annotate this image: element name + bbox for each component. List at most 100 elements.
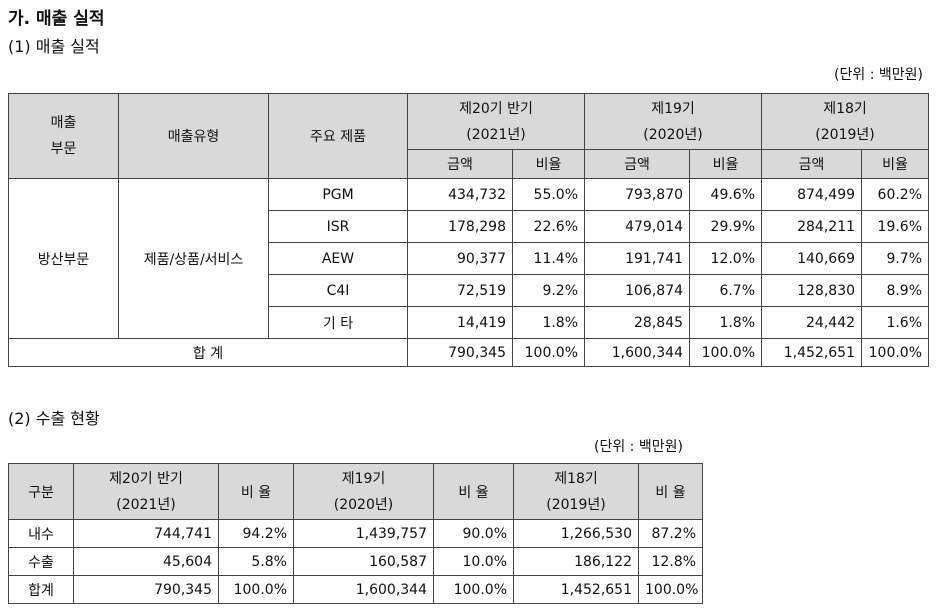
value-cell: 49.6% — [689, 178, 763, 211]
value-cell: 874,499 — [761, 178, 863, 211]
value-cell: 1.6% — [861, 306, 930, 339]
value-cell: 24,442 — [761, 306, 863, 339]
value-cell: 100.0% — [511, 338, 586, 367]
sales-unit: (단위 : 백만원) — [834, 67, 923, 83]
product-cell: ISR — [268, 210, 408, 243]
sales-table: 매출 부문 매출유형 주요 제품 제20기 반기 (2021년) 제19기 (2020… — [8, 93, 930, 367]
value-cell: 5.8% — [218, 547, 294, 576]
value-cell: 100.0% — [861, 338, 930, 367]
value-cell: 22.6% — [511, 210, 586, 243]
section-heading: 가. 매출 실적 — [8, 9, 105, 29]
value-cell: 1.8% — [689, 306, 763, 339]
value-cell: 744,741 — [73, 519, 219, 548]
exports-table: 구분 제20기 반기 (2021년) 비 율 제19기 (2020년) 비 율 제1… — [8, 463, 703, 604]
value-cell: 140,669 — [761, 242, 863, 275]
value-cell: 55.0% — [511, 178, 586, 211]
value-cell: 793,870 — [584, 178, 691, 211]
value-cell: 14,419 — [407, 306, 513, 339]
header-ratio: 비율 — [861, 149, 930, 179]
value-cell: 6.7% — [689, 274, 763, 307]
header-ratio: 비 율 — [638, 463, 703, 520]
value-cell: 9.2% — [511, 274, 586, 307]
header-ratio: 비 율 — [218, 463, 294, 520]
value-cell: 10.0% — [433, 547, 514, 576]
table-row: AEW 90,377 11.4% 191,741 12.0% 140,669 9… — [9, 242, 930, 275]
value-cell: 1,452,651 — [513, 575, 639, 604]
category-cell: 수출 — [8, 547, 74, 576]
table-row: 내수 744,741 94.2% 1,439,757 90.0% 1,266,5… — [8, 519, 703, 548]
value-cell: 29.9% — [689, 210, 763, 243]
value-cell: 87.2% — [638, 519, 703, 548]
value-cell: 28,845 — [584, 306, 691, 339]
product-cell: PGM — [268, 178, 408, 211]
value-cell: 284,211 — [761, 210, 863, 243]
category-cell: 내수 — [8, 519, 74, 548]
table-row: C4I 72,519 9.2% 106,874 6.7% 128,830 8.9… — [9, 274, 930, 307]
table-row: 수출 45,604 5.8% 160,587 10.0% 186,122 12.… — [8, 547, 703, 576]
header-ratio: 비 율 — [433, 463, 514, 520]
header-period-20: 제20기 반기 (2021년) — [406, 93, 586, 150]
header-amount: 금액 — [761, 149, 863, 179]
exports-title: (2) 수출 현황 — [8, 409, 100, 428]
product-cell: 기 타 — [268, 306, 408, 339]
total-row: 합계 790,345 100.0% 1,600,344 100.0% 1,452… — [8, 575, 703, 604]
value-cell: 178,298 — [407, 210, 513, 243]
header-period-18: 제18기 (2019년) — [761, 93, 930, 150]
value-cell: 90.0% — [433, 519, 514, 548]
total-row: 합 계 790,345 100.0% 1,600,344 100.0% 1,45… — [8, 338, 930, 367]
header-product: 주요 제품 — [268, 93, 408, 179]
value-cell: 72,519 — [407, 274, 513, 307]
value-cell: 100.0% — [689, 338, 763, 367]
value-cell: 479,014 — [584, 210, 691, 243]
value-cell: 106,874 — [584, 274, 691, 307]
type-cell: 제품/상품/서비스 — [118, 178, 269, 339]
header-period-20: 제20기 반기 (2021년) — [73, 463, 219, 520]
header-period-19: 제19기 (2020년) — [584, 93, 763, 150]
product-cell: C4I — [268, 274, 408, 307]
header-category: 구분 — [8, 463, 74, 520]
header-amount: 금액 — [584, 149, 691, 179]
category-cell: 합계 — [8, 575, 74, 604]
value-cell: 100.0% — [638, 575, 703, 604]
value-cell: 12.0% — [689, 242, 763, 275]
value-cell: 8.9% — [861, 274, 930, 307]
table-row: ISR 178,298 22.6% 479,014 29.9% 284,211 … — [9, 210, 930, 243]
value-cell: 60.2% — [861, 178, 930, 211]
value-cell: 160,587 — [293, 547, 434, 576]
value-cell: 790,345 — [407, 338, 513, 367]
header-ratio: 비율 — [511, 149, 586, 179]
division-cell: 방산부문 — [8, 178, 119, 339]
value-cell: 1,452,651 — [761, 338, 863, 367]
header-amount: 금액 — [407, 149, 513, 179]
value-cell: 100.0% — [218, 575, 294, 604]
product-cell: AEW — [268, 242, 408, 275]
value-cell: 19.6% — [861, 210, 930, 243]
value-cell: 12.8% — [638, 547, 703, 576]
exports-unit: (단위 : 백만원) — [594, 439, 683, 455]
value-cell: 790,345 — [73, 575, 219, 604]
header-period-19: 제19기 (2020년) — [293, 463, 434, 520]
header-type: 매출유형 — [118, 93, 269, 179]
header-ratio: 비율 — [689, 149, 763, 179]
value-cell: 9.7% — [861, 242, 930, 275]
value-cell: 1,600,344 — [293, 575, 434, 604]
value-cell: 11.4% — [511, 242, 586, 275]
value-cell: 45,604 — [73, 547, 219, 576]
value-cell: 1,266,530 — [513, 519, 639, 548]
value-cell: 1,439,757 — [293, 519, 434, 548]
value-cell: 128,830 — [761, 274, 863, 307]
value-cell: 94.2% — [218, 519, 294, 548]
value-cell: 186,122 — [513, 547, 639, 576]
value-cell: 100.0% — [433, 575, 514, 604]
header-period-18: 제18기 (2019년) — [513, 463, 639, 520]
total-label: 합 계 — [8, 338, 408, 367]
sales-title: (1) 매출 실적 — [8, 37, 100, 56]
table-row: 기 타 14,419 1.8% 28,845 1.8% 24,442 1.6% — [9, 306, 930, 339]
value-cell: 1.8% — [511, 306, 586, 339]
value-cell: 191,741 — [584, 242, 691, 275]
header-division: 매출 부문 — [8, 93, 119, 179]
value-cell: 90,377 — [407, 242, 513, 275]
value-cell: 434,732 — [407, 178, 513, 211]
table-row: 방산부문 제품/상품/서비스 PGM 434,732 55.0% 793,870… — [8, 178, 930, 339]
value-cell: 1,600,344 — [584, 338, 691, 367]
